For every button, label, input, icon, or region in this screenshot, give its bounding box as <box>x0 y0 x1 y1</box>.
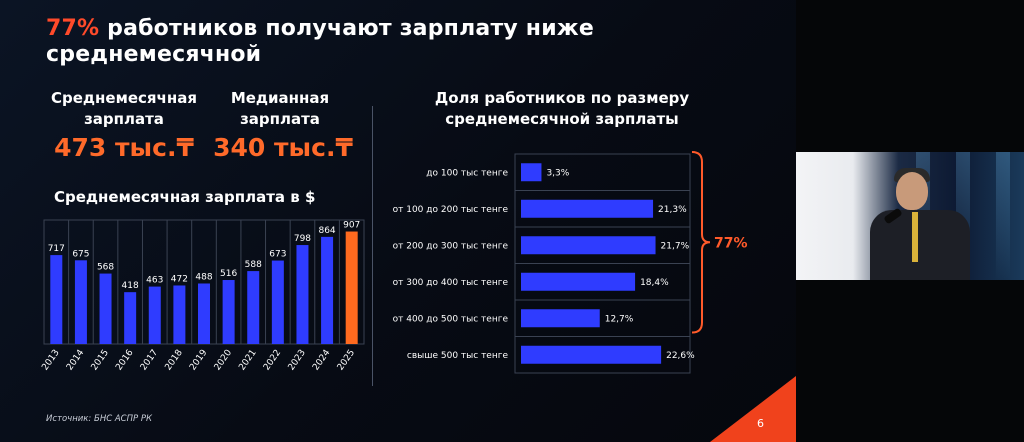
bracket-annotation: 77% <box>714 235 748 251</box>
data-label: 3,3% <box>546 168 569 178</box>
x-tick-label: 2014 <box>65 348 86 373</box>
data-label: 21,7% <box>661 241 690 251</box>
presentation-slide: 77% работников получают зарплату ниже ср… <box>0 0 796 442</box>
data-label: 488 <box>195 272 212 282</box>
x-tick-label: 2017 <box>139 348 160 372</box>
title-accent: 77% <box>46 16 100 41</box>
bar <box>296 245 309 344</box>
x-tick-label: 2019 <box>188 348 209 373</box>
bar <box>173 285 186 344</box>
bar <box>345 231 358 344</box>
data-label: 673 <box>269 250 286 260</box>
x-tick-label: 2015 <box>90 348 111 372</box>
data-label: 516 <box>220 269 237 279</box>
x-tick-label: 2025 <box>336 348 357 372</box>
bar <box>148 286 161 344</box>
kpi-average-label: Среднемесячная зарплата <box>51 89 197 128</box>
speaker-lanyard <box>912 212 918 262</box>
data-label: 22,6% <box>666 351 695 361</box>
category-label: до 100 тыс тенге <box>426 168 508 178</box>
data-label: 798 <box>294 234 311 244</box>
x-tick-label: 2013 <box>40 348 61 372</box>
data-label: 717 <box>48 244 65 254</box>
category-label: от 400 до 500 тыс тенге <box>393 314 509 324</box>
data-label: 907 <box>343 221 360 231</box>
right-chart-title: Доля работников по размеру среднемесячно… <box>434 89 690 128</box>
kpi-average-value: 473 тыс.₸ <box>54 133 194 162</box>
salary-usd-bar-chart: 717 2013 675 2014 568 2015 418 2016 463 2017 472 20… <box>40 219 365 373</box>
speaker-head <box>896 172 928 210</box>
x-tick-label: 2021 <box>237 348 258 372</box>
bar <box>74 260 87 344</box>
data-label: 418 <box>122 281 139 291</box>
bar <box>50 255 63 344</box>
x-tick-label: 2016 <box>114 348 135 373</box>
slide-title: 77% работников получают зарплату ниже ср… <box>46 16 686 68</box>
bar <box>321 236 334 344</box>
x-tick-label: 2024 <box>311 348 332 373</box>
curly-brace <box>691 151 711 334</box>
data-label: 568 <box>97 263 114 273</box>
data-label: 472 <box>171 274 188 284</box>
corner-accent <box>710 376 796 442</box>
bar <box>521 199 654 218</box>
x-tick-label: 2023 <box>287 348 308 372</box>
data-label: 18,4% <box>640 278 669 288</box>
stage-light <box>996 152 1010 280</box>
bar <box>247 271 260 344</box>
data-label: 21,3% <box>658 205 687 215</box>
category-label: от 100 до 200 тыс тенге <box>393 205 509 215</box>
x-tick-label: 2018 <box>164 348 185 373</box>
worker-share-bar-chart: до 100 тыс тенге 3,3% от 100 до 200 тыс те… <box>393 151 748 374</box>
bar <box>222 280 235 344</box>
data-label: 463 <box>146 276 163 286</box>
kpi-median-value: 340 тыс.₸ <box>213 133 353 162</box>
row-frame <box>514 336 691 374</box>
title-text: работников получают зарплату ниже средне… <box>46 16 595 67</box>
page-number: 6 <box>757 417 764 430</box>
bar <box>124 292 137 344</box>
bar <box>99 273 112 344</box>
left-chart-title: Среднемесячная зарплата в $ <box>54 188 316 206</box>
bar <box>271 260 284 344</box>
divider <box>372 106 373 386</box>
source-note: Источник: БНС АСПР РК <box>46 414 152 424</box>
x-tick-label: 2020 <box>213 348 234 373</box>
bar <box>521 309 600 328</box>
category-label: от 300 до 400 тыс тенге <box>393 278 509 288</box>
category-label: от 200 до 300 тыс тенге <box>393 241 509 251</box>
category-label: свыше 500 тыс тенге <box>407 351 509 361</box>
bar <box>521 345 662 364</box>
bar <box>521 236 656 255</box>
data-label: 588 <box>245 260 262 270</box>
speaker-video-feed <box>796 152 1024 280</box>
data-label: 12,7% <box>605 314 634 324</box>
bar <box>198 283 210 344</box>
bar <box>521 272 636 291</box>
data-label: 675 <box>72 249 89 259</box>
data-label: 864 <box>318 226 335 236</box>
bar <box>521 163 542 182</box>
kpi-median-label: Медианная зарплата <box>230 89 330 128</box>
x-tick-label: 2022 <box>262 348 283 372</box>
